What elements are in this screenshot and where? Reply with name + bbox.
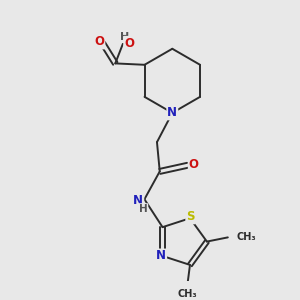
Text: H: H xyxy=(139,204,147,214)
Text: N: N xyxy=(156,250,166,262)
Text: CH₃: CH₃ xyxy=(237,232,256,242)
Text: N: N xyxy=(133,194,143,207)
Text: O: O xyxy=(124,37,134,50)
Text: O: O xyxy=(94,35,104,48)
Text: N: N xyxy=(167,106,177,119)
Text: O: O xyxy=(189,158,199,171)
Text: CH₃: CH₃ xyxy=(177,290,197,299)
Text: S: S xyxy=(186,210,195,223)
Text: H: H xyxy=(120,32,129,42)
